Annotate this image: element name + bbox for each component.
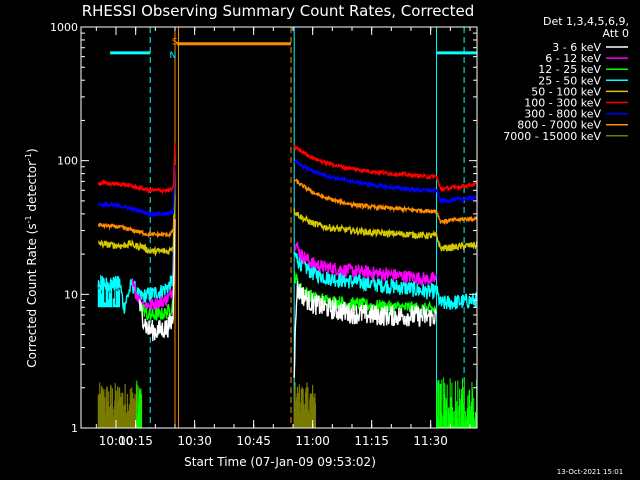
series-line xyxy=(97,382,121,428)
legend-entry-label: 12 - 25 keV xyxy=(538,63,601,76)
x-tick-label: 11:00 xyxy=(295,434,330,448)
night-flag-label: N xyxy=(169,51,176,61)
x-tick-label: 11:15 xyxy=(354,434,389,448)
x-tick-label: 10:15 xyxy=(118,434,153,448)
low-count-spikes xyxy=(136,380,143,428)
legend-entry-label: 300 - 800 keV xyxy=(524,108,601,121)
x-axis-label: Start Time (07-Jan-09 09:53:02) xyxy=(184,455,376,469)
series-line xyxy=(97,143,176,195)
x-tick-label: 10:00 xyxy=(99,434,134,448)
legend-header-detectors: Det 1,3,4,5,6,9, xyxy=(543,15,629,28)
x-tick-label: 10:30 xyxy=(177,434,212,448)
y-tick-label: 10 xyxy=(64,288,78,301)
y-tick-label: 100 xyxy=(57,155,78,168)
y-axis-label: Corrected Count Rate (s-1 detector-1) xyxy=(24,148,39,367)
series-line xyxy=(131,216,176,312)
legend-entry-label: 6 - 12 keV xyxy=(545,52,601,65)
saa-flag-label: S xyxy=(172,38,178,48)
series-line xyxy=(98,177,176,239)
series-line xyxy=(138,195,176,321)
series-line xyxy=(97,164,176,218)
y-tick-label: 1 xyxy=(71,422,78,435)
legend-entry-label: 50 - 100 keV xyxy=(531,85,601,98)
series-line xyxy=(138,219,176,342)
series-line xyxy=(293,159,477,205)
series-line xyxy=(293,382,317,428)
series-line xyxy=(293,240,437,287)
series-line xyxy=(293,208,477,252)
legend-entry-label: 100 - 300 keV xyxy=(524,97,601,110)
legend-entry-label: 25 - 50 keV xyxy=(538,74,601,87)
early-spikes xyxy=(97,274,121,308)
x-tick-label: 10:45 xyxy=(236,434,271,448)
legend-header-attenuator: Att 0 xyxy=(603,27,629,40)
legend-entry-label: 3 - 6 keV xyxy=(552,41,601,54)
plot-frame xyxy=(80,26,478,429)
x-tick-label: 11:30 xyxy=(413,434,448,448)
low-count-spikes xyxy=(436,377,477,428)
footer-date: 13-Oct-2021 15:01 xyxy=(557,468,623,476)
legend-entry-label: 7000 - 15000 keV xyxy=(503,130,601,143)
series-line xyxy=(98,193,176,258)
series-line xyxy=(293,144,477,193)
series-line xyxy=(293,281,437,378)
series-line xyxy=(293,251,477,310)
plot-area xyxy=(97,27,477,428)
y-tick-label: 1000 xyxy=(50,21,78,34)
chart-title: RHESSI Observing Summary Count Rates, Co… xyxy=(82,2,475,20)
series-line xyxy=(293,178,477,226)
legend-entry-label: 800 - 7000 keV xyxy=(517,119,601,132)
